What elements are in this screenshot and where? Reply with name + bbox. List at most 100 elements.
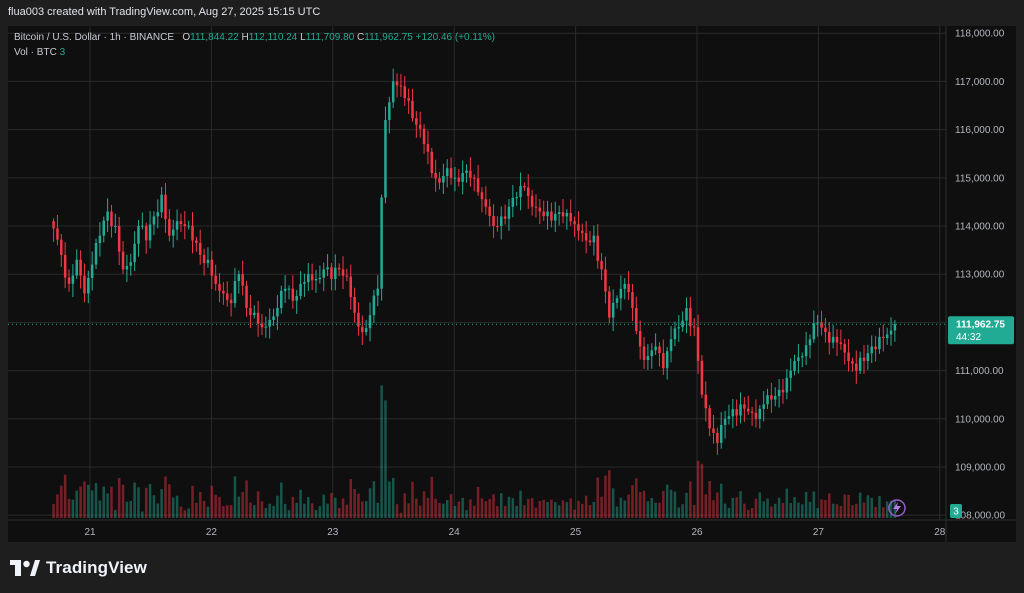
candle-body	[280, 290, 283, 308]
candle-body	[704, 394, 708, 409]
candle-body	[511, 197, 515, 207]
volume-bar	[322, 494, 325, 518]
candle-body	[885, 334, 889, 339]
volume-bar	[418, 505, 422, 518]
candle-body	[434, 172, 437, 179]
volume-bar	[438, 502, 441, 518]
candle-body	[480, 192, 484, 200]
volume-bar	[457, 501, 461, 518]
volume-bar	[353, 488, 356, 518]
volume-bar	[299, 489, 302, 518]
volume-bar	[237, 496, 241, 518]
volume-bar	[453, 505, 457, 518]
volume-bar	[480, 498, 484, 518]
volume-bar	[295, 502, 298, 518]
candle-body	[399, 85, 403, 87]
candle-body	[125, 265, 129, 270]
volume-bar	[160, 489, 163, 518]
candle-body	[198, 242, 202, 255]
volume-value: 3	[59, 47, 66, 58]
volume-bar	[117, 478, 121, 518]
volume-bar	[79, 486, 82, 518]
volume-bar	[681, 504, 684, 518]
volume-bar	[191, 485, 194, 518]
volume-label[interactable]: Vol · BTC	[14, 47, 57, 58]
candle-body	[60, 239, 63, 255]
chart-attribution: flua003 created with TradingView.com, Au…	[8, 6, 321, 18]
candle-body	[534, 206, 538, 208]
candle-body	[264, 326, 268, 328]
volume-bar	[283, 503, 287, 518]
volume-bar	[499, 493, 503, 518]
candle-body	[569, 212, 572, 222]
chart-area[interactable]	[8, 26, 1016, 542]
candle-body	[330, 267, 333, 280]
candle-body	[71, 275, 75, 284]
volume-bar	[102, 486, 106, 518]
volume-bar	[592, 501, 596, 518]
volume-bar	[210, 485, 214, 518]
volume-bar	[268, 503, 271, 518]
volume-bar	[831, 503, 835, 518]
volume-bar	[627, 494, 630, 518]
volume-bar	[550, 499, 553, 518]
volume-bar	[797, 502, 800, 518]
volume-bar	[750, 508, 754, 518]
volume-bar	[619, 497, 623, 518]
volume-bar	[175, 495, 179, 518]
volume-bar	[704, 494, 708, 518]
candle-body	[114, 226, 117, 228]
volume-bar	[465, 510, 468, 518]
candle-body	[874, 346, 877, 350]
candle-body	[870, 346, 873, 354]
candle-body	[407, 98, 410, 101]
volume-bar	[762, 501, 765, 518]
candle-body	[550, 211, 553, 221]
volume-bar	[310, 503, 314, 518]
volume-bar	[337, 508, 341, 518]
candle-body	[484, 199, 488, 207]
candle-body	[654, 346, 657, 351]
candle-body	[56, 228, 59, 240]
tradingview-logo[interactable]: TradingView	[10, 557, 147, 579]
volume-bar	[878, 496, 881, 518]
candle-body	[241, 274, 244, 286]
volume-bar	[739, 491, 742, 518]
candle-body	[249, 307, 252, 316]
candle-body	[337, 267, 341, 270]
candle-body	[847, 352, 850, 361]
candle-body	[696, 327, 700, 361]
symbol-title[interactable]: Bitcoin / U.S. Dollar · 1h · BINANCE	[14, 32, 175, 43]
candle-body	[403, 86, 407, 99]
volume-bar	[395, 504, 399, 518]
candle-body	[588, 240, 592, 243]
candle-body	[476, 178, 480, 193]
volume-bar	[654, 502, 657, 518]
volume-tag-label: 3	[953, 507, 959, 518]
candle-body	[276, 307, 279, 317]
volume-bar	[770, 506, 773, 518]
volume-bar	[168, 484, 171, 518]
candle-body	[496, 226, 499, 228]
volume-bar	[129, 500, 133, 518]
candle-body	[183, 224, 187, 227]
volume-bar	[584, 495, 588, 518]
volume-bar	[71, 499, 75, 518]
volume-bar	[361, 501, 364, 518]
candle-body	[295, 295, 298, 301]
candle-body	[519, 185, 522, 198]
candle-body	[94, 243, 98, 265]
candle-body	[789, 370, 792, 378]
volume-bar	[801, 504, 804, 518]
candle-body	[472, 177, 476, 179]
volume-bar	[696, 460, 700, 518]
volume-bar	[662, 490, 665, 518]
volume-bar	[507, 496, 511, 518]
volume-bar	[56, 494, 59, 518]
candle-body	[137, 226, 140, 244]
candle-body	[866, 353, 870, 361]
candle-body	[546, 211, 549, 217]
candle-body	[395, 81, 399, 86]
candle-body	[812, 323, 816, 340]
